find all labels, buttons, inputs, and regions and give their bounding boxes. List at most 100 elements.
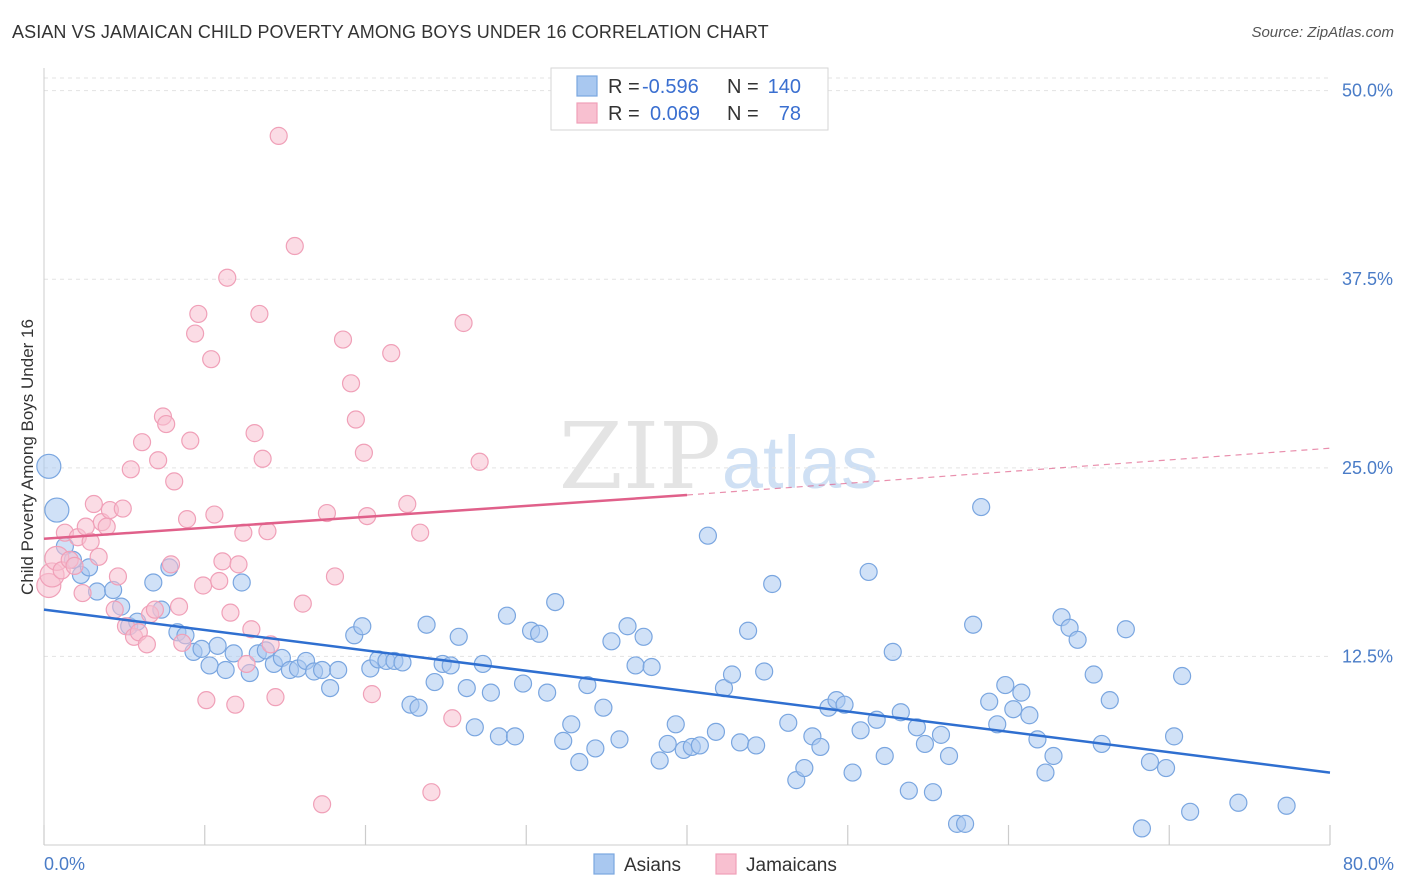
jamaican-point [325,567,345,586]
jamaican-point [269,126,288,145]
jamaican-point [108,567,128,586]
jamaican-point [346,410,365,429]
jamaican-point [113,499,132,518]
watermark-atlas: atlas [722,421,878,504]
jamaican-point [73,583,92,603]
asian-point [859,562,878,582]
jamaican-point [205,505,224,524]
x-label-min: 0.0% [44,854,85,874]
asian-point [755,662,774,681]
jamaican-point [250,304,269,324]
jamaican-point [65,556,84,575]
jamaican-point [333,330,353,349]
asian-point [481,683,500,702]
jamaican-point [213,552,232,571]
asian-point [1084,665,1103,684]
jamaican-point [181,431,200,450]
asian-point [417,615,436,634]
asian-point [1140,752,1160,772]
jamaican-point [312,795,332,814]
legend-n-label-asians: N = [727,76,759,98]
asian-point [899,781,918,800]
asian-point [618,617,637,636]
asian-point [698,526,717,545]
watermark-zip: ZIP [559,403,721,510]
chart-title: ASIAN VS JAMAICAN CHILD POVERTY AMONG BO… [12,22,769,42]
jamaican-point [226,695,245,714]
jamaican-point [362,685,382,704]
asian-point [843,763,862,782]
jamaican-point [145,600,165,619]
asian-point [626,656,645,675]
jamaican-point [210,571,229,591]
jamaican-point [202,350,221,369]
asian-point [1229,793,1248,812]
asian-point [594,698,613,717]
jamaican-point [186,324,205,343]
jamaican-point [229,555,248,574]
asian-point [980,692,999,711]
asian-point [513,674,533,693]
jamaican-point [173,633,192,652]
asian-point [738,621,758,640]
asian-point [1173,666,1192,686]
asian-point [465,718,484,737]
asian-point [939,746,959,766]
trend-line-jamaicans-extension [686,447,1331,496]
asian-point [883,642,902,661]
jamaican-point [105,600,124,619]
legend-r-label-jamaicans: R = [608,103,640,125]
jamaican-point [258,522,277,541]
legend-swatch-jamaicans [576,102,598,124]
y-tick-labels: 12.5% 25.0% 37.5% 50.0% [1342,81,1393,667]
bottom-legend-label-asians: Asians [624,855,681,876]
asian-point [200,656,219,675]
x-label-max: 80.0% [1343,854,1394,874]
jamaican-point [197,691,216,710]
source-label: Source: ZipAtlas.com [1251,24,1394,41]
legend-r-value-asians: -0.596 [642,76,699,98]
asian-point [722,665,742,684]
asian-point [915,734,935,754]
asian-point [690,736,709,755]
asian-point [570,752,589,772]
jamaican-point [341,374,361,393]
jamaican-point [221,603,240,622]
asian-point [666,715,685,734]
jamaican-point [177,510,197,529]
asian-point [1020,706,1039,725]
asian-point [562,715,581,734]
asian-point [449,627,468,646]
legend-r-value-jamaicans: 0.069 [650,103,700,125]
bottom-legend: Asians Jamaicans [593,853,837,876]
jamaican-point [454,313,473,333]
asian-point [546,592,565,612]
asian-point [747,736,766,755]
asian-point [964,615,983,634]
asian-point [730,733,750,752]
asian-point [835,695,854,714]
bottom-legend-label-jamaicans: Jamaicans [746,855,837,876]
asian-point [329,660,348,680]
asian-point [586,739,605,758]
jamaican-point [242,620,261,639]
y-tick-label: 50.0% [1342,81,1393,101]
jamaican-point [293,594,312,613]
asian-point [875,746,894,766]
asian-point [706,722,726,741]
jamaican-point [218,268,237,287]
jamaican-point [194,576,213,595]
asian-point [996,675,1015,695]
x-ticks [43,825,1331,845]
asian-point [312,660,332,680]
jamaican-point [266,688,285,707]
asian-point [1277,796,1296,815]
asian-point [650,751,669,770]
asian-point [851,721,870,740]
series-asians [36,453,1296,838]
asian-point [321,678,340,698]
trend-lines [43,447,1331,774]
asian-point [457,678,476,698]
asian-point [1181,802,1200,821]
jamaican-point [189,304,208,324]
